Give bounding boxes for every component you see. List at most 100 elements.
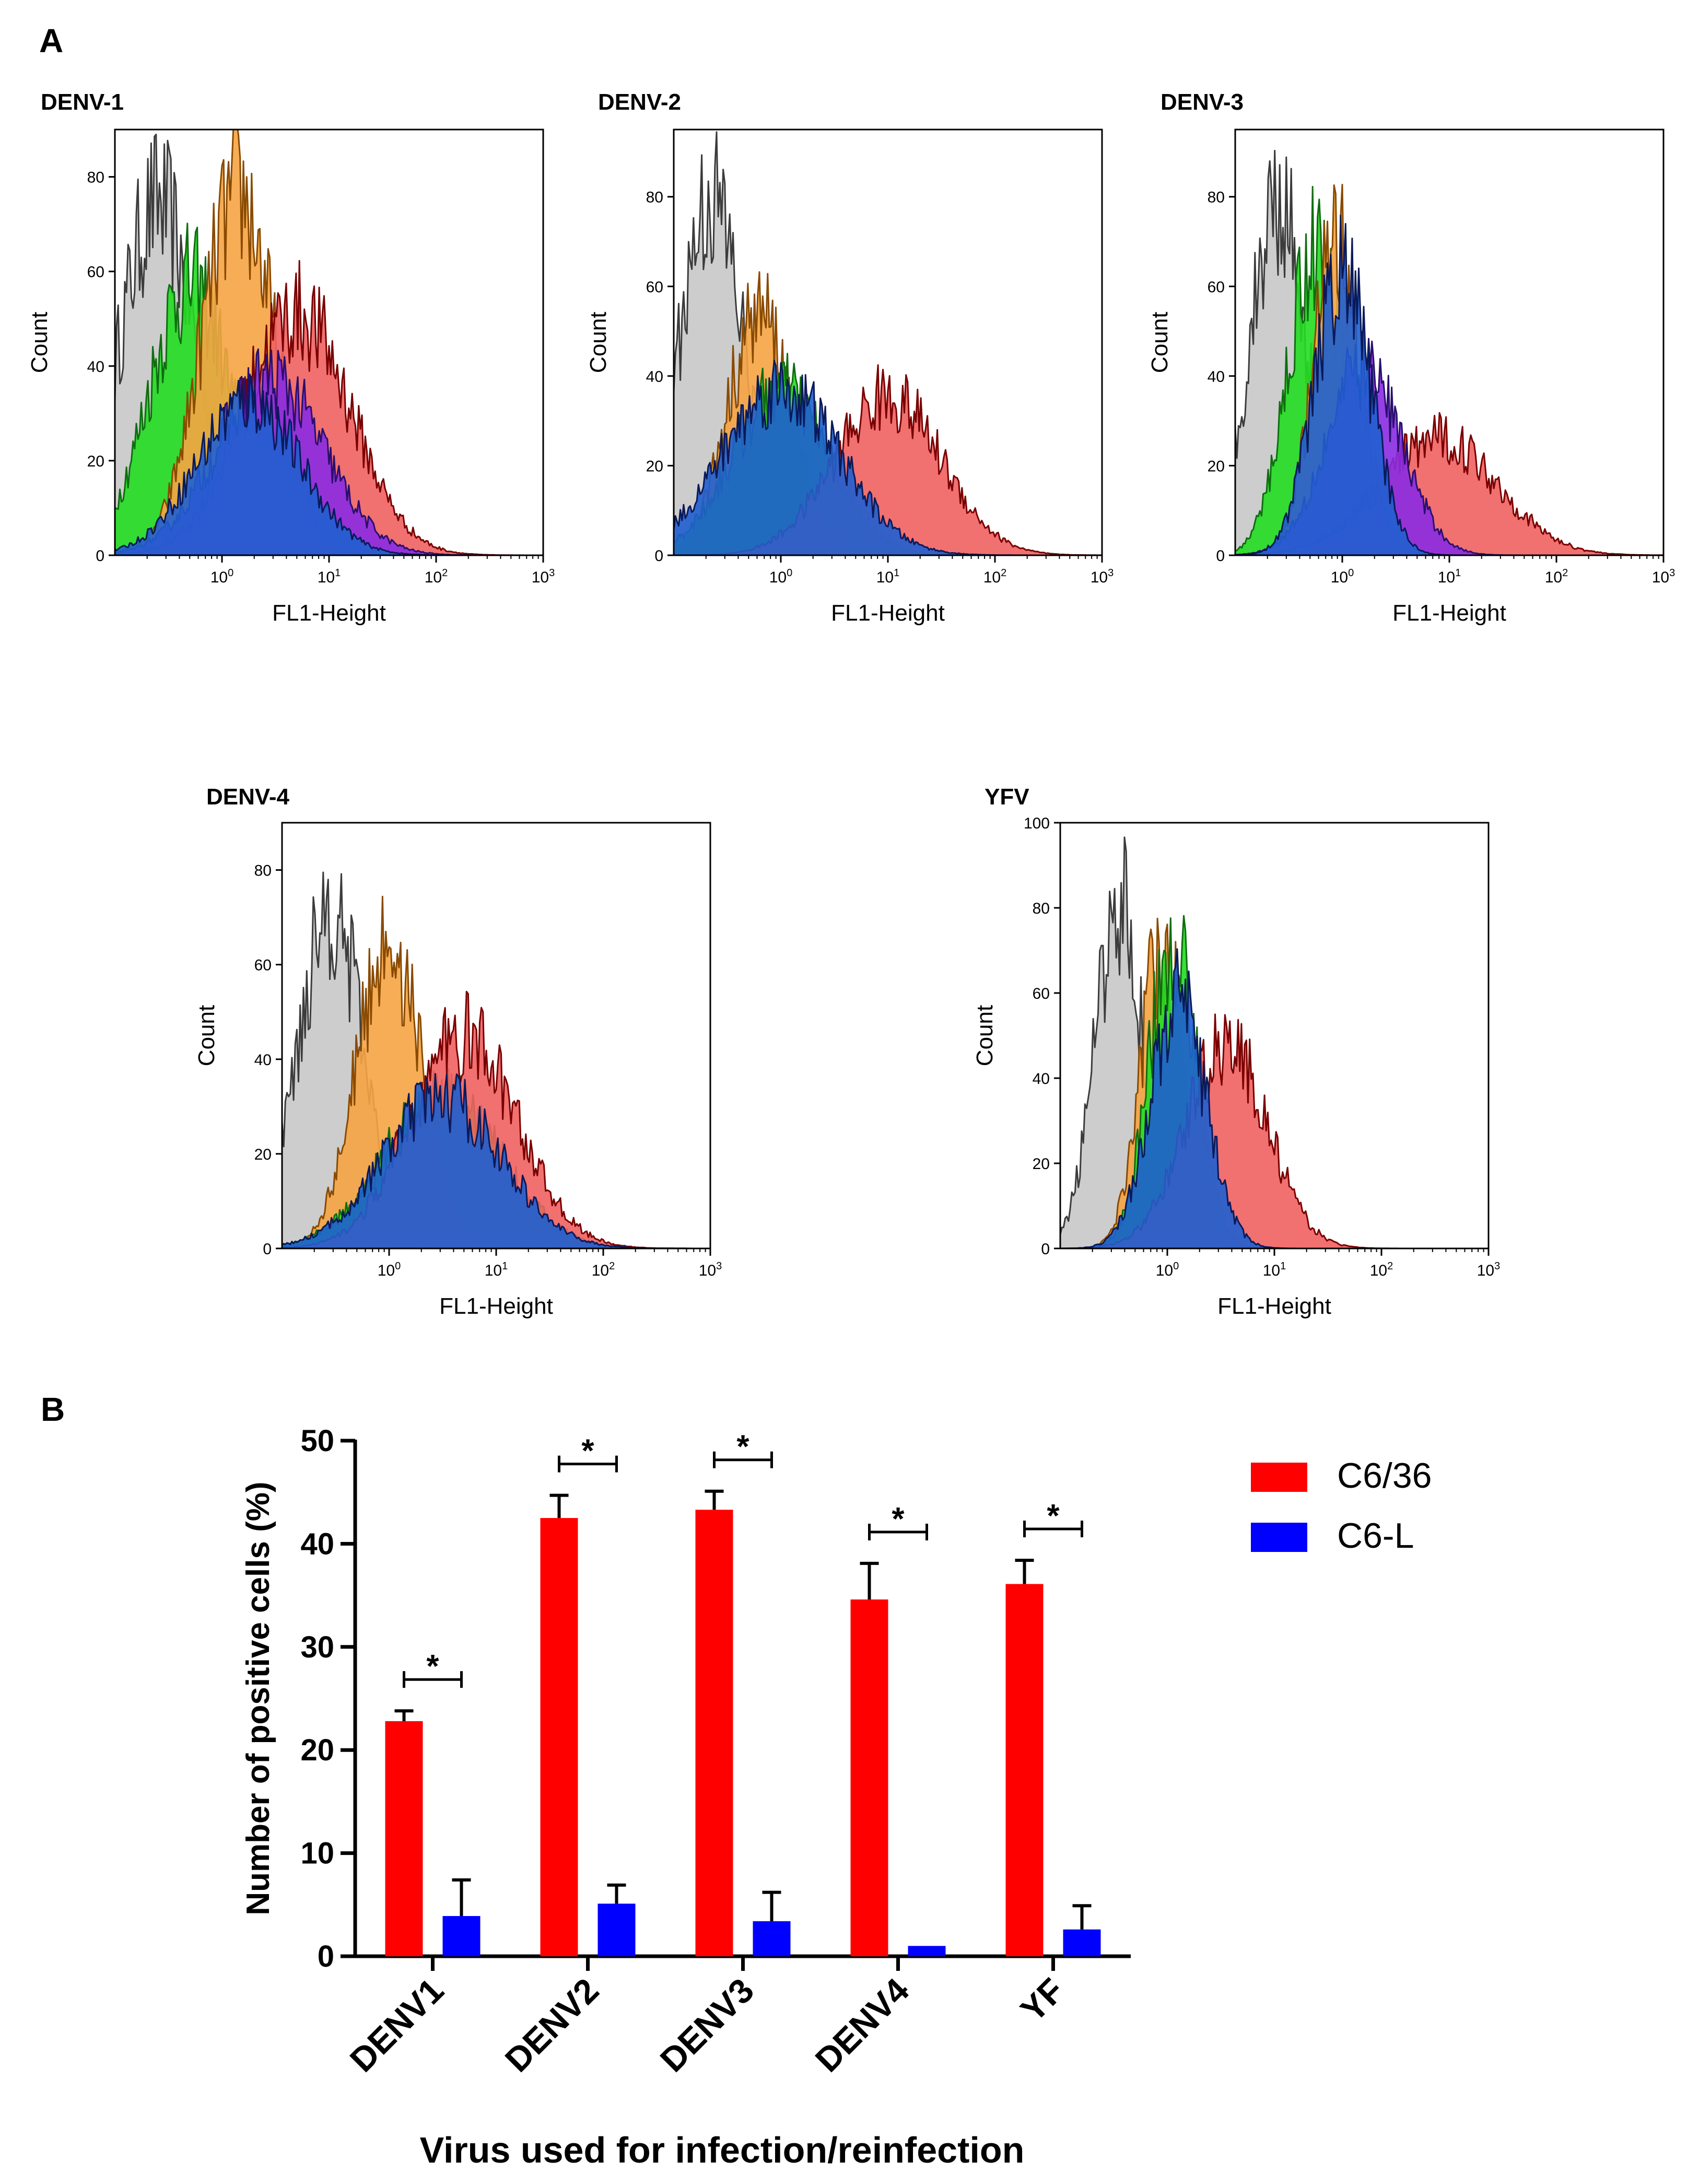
y-tick-label: 40 (1033, 1070, 1050, 1088)
bar-y-tick-label: 40 (300, 1527, 334, 1561)
x-tick-base: 10 (699, 1262, 716, 1279)
x-tick-label: 102 (1370, 1260, 1393, 1279)
x-tick-base: 10 (983, 569, 1001, 586)
x-tick-label: 100 (1156, 1260, 1179, 1279)
y-tick-label: 80 (254, 862, 272, 880)
x-tick-exponent: 3 (549, 567, 555, 579)
x-tick-label: 103 (699, 1260, 722, 1279)
x-tick-label: 100 (210, 567, 234, 586)
x-tick-base: 10 (210, 569, 228, 586)
y-tick-label: 20 (87, 453, 104, 470)
y-tick-label: 0 (1041, 1241, 1050, 1258)
y-tick-label: 60 (1033, 985, 1050, 1002)
bar-category-label: YF (1013, 1971, 1071, 2029)
x-axis-label: FL1-Height (1392, 600, 1506, 626)
bar-x-axis-label: Virus used for infection/reinfection (420, 2130, 1025, 2170)
x-tick-exponent: 2 (1562, 567, 1568, 579)
y-tick-label: 20 (1033, 1155, 1050, 1173)
y-tick-label: 0 (654, 547, 663, 565)
x-tick-base: 10 (1477, 1262, 1494, 1279)
x-tick-base: 10 (1263, 1262, 1280, 1279)
x-tick-label: 101 (876, 567, 900, 586)
bar-c6-36-denv4 (850, 1599, 888, 1956)
y-tick-label: 80 (87, 169, 104, 186)
y-tick-label: 40 (646, 368, 663, 386)
histogram-title: DENV-3 (1161, 89, 1244, 115)
x-tick-label: 101 (1263, 1260, 1286, 1279)
panel-a-label: A (39, 22, 63, 60)
y-axis-label: Count (27, 312, 52, 373)
bar-chart: 0 10 20 30 40 50 Number of positive cells (%) *… (240, 1424, 1432, 2170)
histogram-series-blue (674, 359, 1102, 555)
x-axis-label: FL1-Height (831, 600, 945, 626)
bar-c6-l-yf (1063, 1929, 1101, 1956)
x-tick-label: 102 (983, 567, 1007, 586)
bar-c6-l-denv2 (597, 1903, 636, 1956)
histogram-title: DENV-1 (41, 89, 124, 115)
histogram-title: DENV-4 (206, 784, 289, 810)
x-tick-label: 103 (1477, 1260, 1501, 1279)
x-axis-label: FL1-Height (439, 1293, 553, 1319)
x-tick-label: 102 (425, 567, 448, 586)
significance-star: * (1047, 1498, 1060, 1534)
legend-label: C6-L (1337, 1516, 1414, 1556)
histogram-plot-area (1060, 836, 1489, 1248)
x-tick-exponent: 3 (1494, 1260, 1500, 1272)
x-tick-base: 10 (769, 569, 787, 586)
y-axis-label: Count (194, 1005, 219, 1066)
x-tick-label: 100 (378, 1260, 401, 1279)
histogram-title: YFV (985, 784, 1029, 810)
y-tick-label: 60 (1208, 278, 1225, 296)
bar-category-label: DENV4 (807, 1970, 916, 2079)
bar-c6-l-denv3 (753, 1921, 791, 1956)
histogram-series-gray (1060, 836, 1489, 1248)
x-tick-exponent: 3 (716, 1260, 722, 1272)
bar-category-label: DENV3 (652, 1971, 761, 2080)
bar-y-tick-label: 20 (300, 1733, 334, 1767)
bar-category-label: DENV2 (497, 1971, 606, 2080)
x-tick-label: 100 (769, 567, 793, 586)
x-tick-exponent: 2 (1387, 1260, 1393, 1272)
x-tick-exponent: 0 (228, 567, 233, 579)
bar-c6-36-denv2 (540, 1518, 578, 1956)
x-tick-base: 10 (1438, 569, 1455, 586)
x-tick-exponent: 0 (787, 567, 792, 579)
bar-y-tick-label: 0 (318, 1940, 334, 1973)
x-tick-base: 10 (592, 1262, 609, 1279)
x-axis-label: FL1-Height (1217, 1293, 1331, 1319)
y-axis-label: Count (972, 1005, 998, 1066)
legend-swatch-c6-l (1251, 1523, 1307, 1552)
x-tick-label: 103 (1652, 567, 1675, 586)
x-axis-label: FL1-Height (272, 600, 386, 626)
histogram-plot-area (674, 131, 1102, 555)
x-tick-base: 10 (1652, 569, 1669, 586)
x-tick-label: 102 (1545, 567, 1568, 586)
x-tick-base: 10 (1545, 569, 1562, 586)
x-tick-exponent: 1 (894, 567, 899, 579)
x-tick-exponent: 0 (1348, 567, 1354, 579)
x-tick-base: 10 (1370, 1262, 1387, 1279)
x-tick-label: 100 (1331, 567, 1354, 586)
x-tick-label: 102 (592, 1260, 615, 1279)
bar-c6-36-yf (1005, 1584, 1044, 1956)
x-tick-exponent: 3 (1669, 567, 1675, 579)
y-tick-label: 40 (254, 1052, 272, 1069)
y-tick-label: 20 (646, 458, 663, 475)
y-axis-label: Count (585, 312, 611, 373)
x-tick-exponent: 0 (395, 1260, 401, 1272)
x-tick-exponent: 1 (1280, 1260, 1286, 1272)
bar-y-tick-label: 50 (300, 1424, 334, 1458)
y-tick-label: 60 (646, 278, 663, 296)
y-tick-label: 0 (96, 547, 104, 565)
y-tick-label: 60 (87, 264, 104, 281)
x-tick-base: 10 (425, 569, 442, 586)
x-tick-exponent: 3 (1108, 567, 1114, 579)
x-tick-base: 10 (1331, 569, 1348, 586)
x-tick-exponent: 2 (609, 1260, 615, 1272)
histogram-series-blue (115, 373, 543, 555)
